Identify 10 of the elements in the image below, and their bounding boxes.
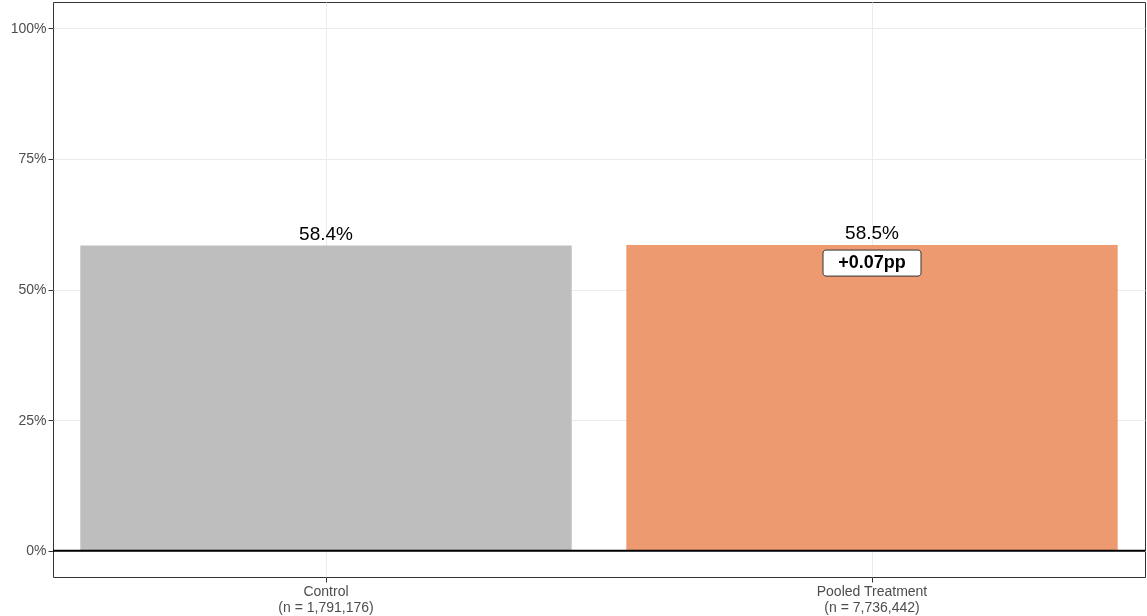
annotation: +0.07pp [838, 252, 906, 273]
y-tick-label: 0% [26, 542, 47, 559]
data-label: 58.5% [845, 222, 900, 244]
x-tick-label: Pooled Treatment (n = 7,736,442) [816, 582, 928, 615]
y-tick-label: 75% [18, 150, 47, 167]
y-tick-label: 100% [10, 19, 47, 36]
y-tick-label: 25% [18, 411, 47, 428]
x-tick-label: Control (n = 1,791,176) [278, 582, 374, 615]
y-tick-label: 50% [18, 281, 47, 297]
data-label: 58.4% [299, 222, 354, 244]
